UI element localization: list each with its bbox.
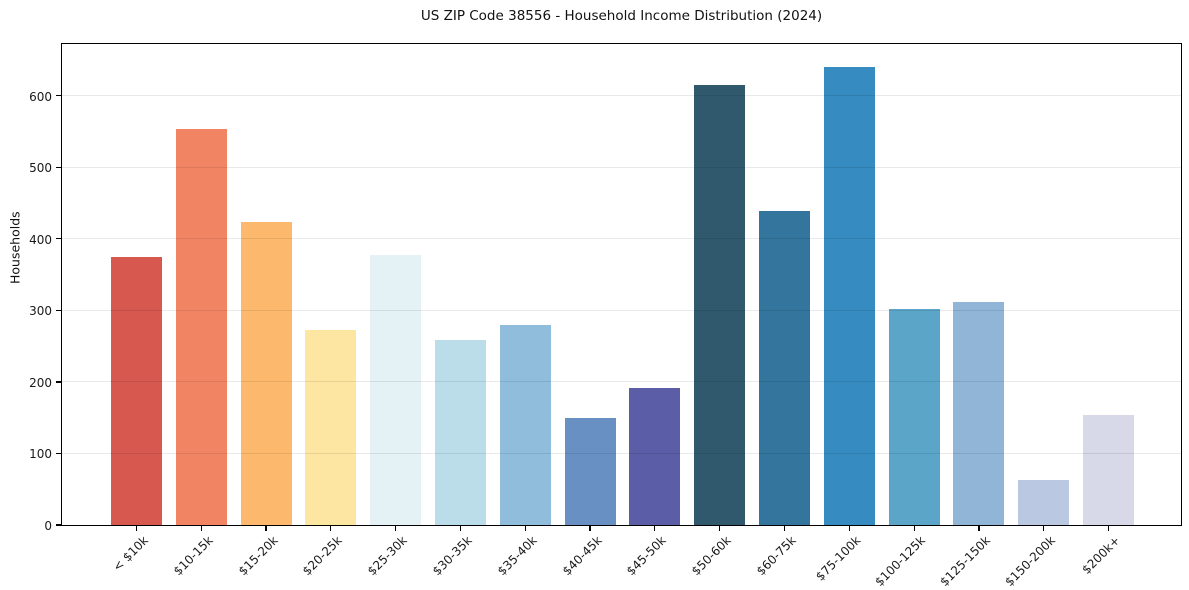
- bar-30-35k: [434, 340, 486, 525]
- y-tick-mark-600: [56, 95, 61, 97]
- y-tick-mark-200: [56, 381, 61, 383]
- x-tick-mark-12: [913, 526, 915, 531]
- bar-25-30k: [370, 255, 422, 525]
- y-tick-label-600: 600: [29, 89, 52, 104]
- bar-20-25k: [305, 330, 357, 525]
- bar-35-40k: [499, 324, 551, 525]
- x-tick-mark-14: [1043, 526, 1045, 531]
- y-tick-label-500: 500: [29, 161, 52, 176]
- bar-200k: [1083, 414, 1135, 525]
- gridline-y200: [62, 381, 1181, 383]
- x-tick-label-12: $100-125k: [872, 533, 929, 589]
- bar-75-100k: [823, 67, 875, 525]
- y-tick-label-0: 0: [44, 519, 52, 533]
- plot-area: [56, 43, 1182, 531]
- x-tick-label-6: $35-40k: [494, 533, 540, 579]
- bar-10k: [110, 256, 162, 525]
- y-tick-label-100: 100: [29, 447, 52, 462]
- x-tick-label-4: $25-30k: [364, 533, 410, 579]
- bar-40-45k: [564, 418, 616, 525]
- bar-15-20k: [240, 221, 292, 525]
- x-tick-label-10: $60-75k: [753, 533, 799, 579]
- x-tick-mark-4: [395, 526, 397, 531]
- x-tick-label-3: $20-25k: [300, 533, 346, 579]
- x-tick-label-11: $75-100k: [813, 533, 864, 584]
- bar-100-125k: [888, 308, 940, 525]
- x-tick-mark-9: [719, 526, 721, 531]
- gridline-y400: [62, 238, 1181, 240]
- x-tick-mark-11: [848, 526, 850, 531]
- y-tick-mark-400: [56, 238, 61, 240]
- gridline-y600: [62, 95, 1181, 97]
- x-tick-mark-6: [524, 526, 526, 531]
- x-tick-mark-0: [135, 526, 137, 531]
- gridline-y300: [62, 309, 1181, 311]
- x-tick-mark-5: [459, 526, 462, 531]
- bar-150-200k: [1018, 479, 1070, 525]
- y-tick-mark-300: [56, 309, 61, 311]
- y-tick-mark-100: [56, 452, 61, 455]
- bar-45-50k: [629, 388, 681, 525]
- x-tick-mark-15: [1107, 526, 1110, 531]
- x-tick-label-13: $125-150k: [937, 533, 994, 589]
- x-tick-mark-10: [783, 526, 786, 531]
- x-tick-mark-2: [265, 526, 267, 531]
- x-tick-label-7: $40-45k: [559, 533, 605, 579]
- x-tick-label-8: $45-50k: [624, 533, 670, 579]
- x-tick-mark-1: [200, 526, 202, 531]
- y-tick-label-200: 200: [29, 375, 52, 390]
- x-tick-label-14: $150-200k: [1002, 533, 1058, 589]
- x-tick-label-9: $50-60k: [689, 533, 734, 579]
- bar-10-15k: [175, 128, 227, 525]
- y-tick-mark-500: [56, 166, 61, 168]
- x-tick-label-2: $15-20k: [235, 533, 281, 579]
- gridline-y100: [62, 452, 1181, 454]
- x-tick-mark-8: [654, 526, 656, 531]
- x-tick-mark-7: [589, 526, 591, 531]
- bar-60-75k: [759, 210, 811, 525]
- x-tick-label-15: $200k+: [1079, 533, 1123, 577]
- x-tick-label-0: < $10k: [109, 533, 151, 575]
- gridline-y500: [62, 166, 1181, 168]
- x-tick-mark-13: [978, 526, 980, 531]
- chart-title: US ZIP Code 38556 - Household Income Dis…: [420, 8, 823, 24]
- y-tick-label-400: 400: [29, 232, 52, 247]
- x-tick-label-1: $10-15k: [170, 533, 216, 579]
- bar-50-60k: [694, 84, 746, 525]
- x-tick-mark-3: [330, 526, 332, 531]
- y-tick-label-300: 300: [29, 304, 52, 319]
- x-tick-label-5: $30-35k: [429, 533, 475, 579]
- bar-125-150k: [953, 301, 1005, 525]
- y-tick-mark-0: [56, 524, 61, 526]
